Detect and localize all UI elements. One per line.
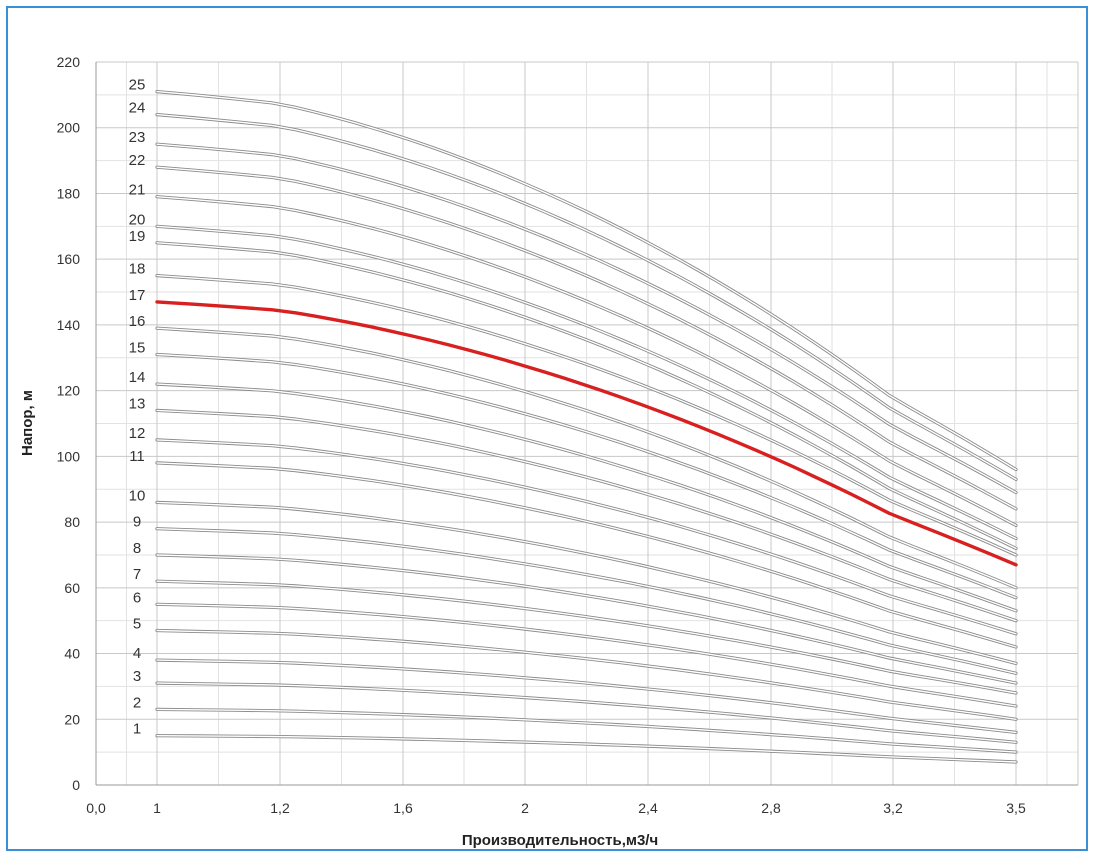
curve-label-16: 16	[129, 313, 146, 330]
curve-label-3: 3	[133, 668, 141, 685]
curve-label-24: 24	[129, 100, 146, 117]
y-tick-label: 160	[57, 251, 81, 267]
curve-label-15: 15	[129, 339, 146, 356]
curve-25	[156, 90, 1017, 471]
curve-13	[156, 409, 1017, 622]
x-tick-label: 3,5	[1006, 800, 1026, 816]
performance-curves	[155, 89, 1018, 764]
curve-label-25: 25	[129, 77, 146, 94]
y-tick-label: 200	[57, 120, 81, 136]
curve-22	[156, 166, 1017, 510]
curve-1	[156, 735, 1017, 763]
curve-3	[156, 682, 1017, 743]
y-tick-label: 120	[57, 383, 81, 399]
y-tick-label: 0	[72, 777, 80, 793]
y-tick-label: 100	[57, 448, 81, 464]
curve-5	[156, 629, 1017, 720]
x-tick-label: 2	[521, 800, 529, 816]
y-tick-label: 140	[57, 317, 81, 333]
curve-label-10: 10	[129, 487, 146, 504]
y-tick-label: 40	[64, 646, 80, 662]
y-tick-label: 60	[64, 580, 80, 596]
curve-label-5: 5	[133, 616, 141, 633]
curve-23	[156, 143, 1017, 494]
y-tick-label: 220	[57, 54, 81, 70]
curve-label-6: 6	[133, 589, 141, 606]
x-tick-label: 2,8	[761, 800, 781, 816]
curve-21	[156, 195, 1017, 527]
curve-15	[156, 353, 1017, 599]
curve-label-23: 23	[129, 129, 146, 146]
x-tick-label: 3,2	[883, 800, 903, 816]
x-tick-label: 1,6	[393, 800, 413, 816]
x-tick-label: 1,2	[270, 800, 290, 816]
curve-label-14: 14	[129, 369, 146, 386]
curve-7	[156, 580, 1017, 694]
y-tick-label: 20	[64, 711, 80, 727]
x-tick-label: 0,0	[86, 800, 106, 816]
curve-label-4: 4	[133, 645, 141, 662]
curve-label-8: 8	[133, 540, 141, 557]
curve-label-1: 1	[133, 721, 141, 738]
curve-8	[156, 554, 1017, 684]
curve-19	[156, 242, 1017, 550]
y-tick-labels: 0 20 40 60 80 100 120 140 160 180 200 220	[57, 54, 81, 793]
curve-4	[156, 659, 1017, 734]
curve-label-2: 2	[133, 694, 141, 711]
axes	[95, 62, 1079, 786]
y-tick-label: 180	[57, 185, 81, 201]
curve-12	[156, 439, 1017, 635]
curve-labels: 1234567891011121314151617181920212223242…	[129, 77, 146, 738]
curve-2	[156, 708, 1017, 753]
curve-label-17: 17	[129, 287, 146, 304]
x-tick-label: 1	[153, 800, 161, 816]
curve-18	[156, 274, 1017, 556]
curve-20	[156, 225, 1017, 540]
curve-label-22: 22	[129, 152, 146, 169]
y-axis-title: Напор, м	[19, 390, 36, 456]
curve-label-12: 12	[129, 425, 146, 442]
chart-frame	[6, 6, 1088, 851]
y-tick-label: 80	[64, 514, 80, 530]
x-axis-title: Производительность,м3/ч	[462, 832, 658, 849]
curve-label-18: 18	[129, 261, 146, 278]
x-tick-label: 2,4	[638, 800, 658, 816]
curve-6	[156, 603, 1017, 707]
curve-highlight-17	[155, 300, 1018, 567]
curve-10	[156, 501, 1017, 665]
curve-label-19: 19	[129, 228, 146, 245]
curve-label-11: 11	[129, 448, 145, 465]
curve-label-9: 9	[133, 514, 141, 531]
curve-24	[156, 113, 1017, 481]
curve-16	[156, 327, 1017, 589]
x-tick-labels: 0,0 1 1,2 1,6 2 2,4 2,8 3,2 3,5	[86, 800, 1026, 816]
curve-label-21: 21	[129, 182, 146, 199]
curve-label-20: 20	[129, 211, 146, 228]
minor-grid	[96, 62, 1078, 785]
curve-label-13: 13	[129, 395, 146, 412]
curve-14	[156, 383, 1017, 612]
curve-11	[156, 462, 1017, 648]
curve-label-7: 7	[133, 566, 141, 583]
curve-9	[156, 528, 1017, 674]
